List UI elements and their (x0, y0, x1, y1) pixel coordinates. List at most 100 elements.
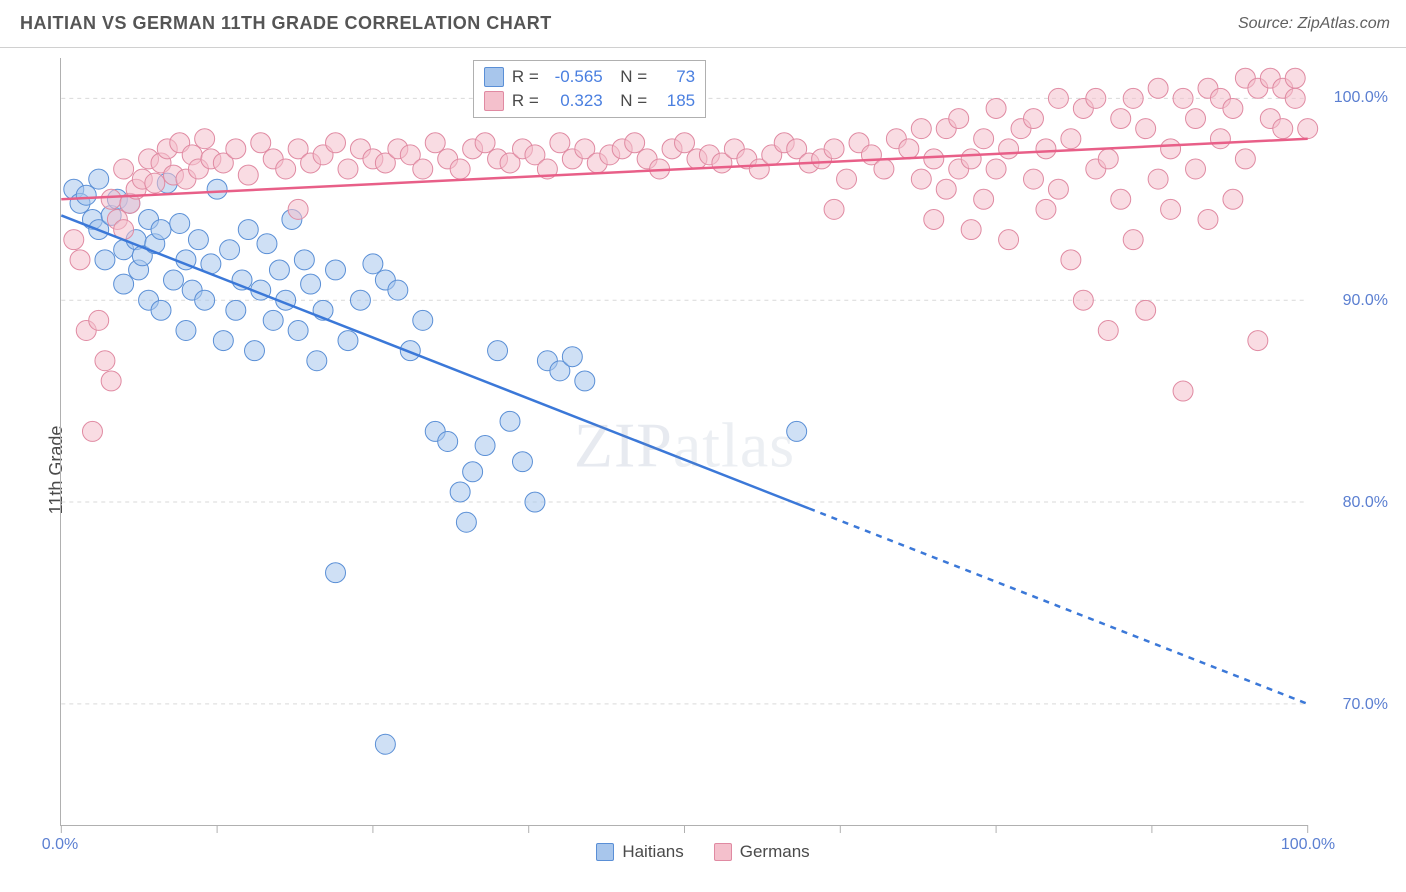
scatter-point (226, 300, 246, 320)
scatter-point (1123, 88, 1143, 108)
scatter-point (70, 250, 90, 270)
scatter-point (911, 119, 931, 139)
scatter-point (999, 139, 1019, 159)
scatter-point (226, 139, 246, 159)
scatter-point (1248, 331, 1268, 351)
scatter-point (101, 371, 121, 391)
scatter-point (238, 165, 258, 185)
scatter-point (1235, 149, 1255, 169)
scatter-point (1036, 139, 1056, 159)
scatter-point (1173, 88, 1193, 108)
scatter-point (1223, 189, 1243, 209)
scatter-point (500, 411, 520, 431)
scatter-point (114, 274, 134, 294)
scatter-point (874, 159, 894, 179)
scatter-point (1285, 88, 1305, 108)
scatter-point (76, 185, 96, 205)
scatter-point (338, 159, 358, 179)
scatter-point (176, 320, 196, 340)
scatter-point (89, 310, 109, 330)
scatter-point (1223, 98, 1243, 118)
plot-wrapper: 11th Grade ZIPatlas R =-0.565 N =73R =0.… (0, 48, 1406, 892)
scatter-point (1136, 119, 1156, 139)
scatter-point (95, 351, 115, 371)
scatter-point (525, 492, 545, 512)
y-tick-label: 90.0% (1343, 292, 1388, 310)
stat-r-label: R = (512, 91, 539, 111)
scatter-point (195, 290, 215, 310)
scatter-point (276, 159, 296, 179)
scatter-point (269, 260, 289, 280)
scatter-point (1061, 250, 1081, 270)
scatter-point (89, 169, 109, 189)
scatter-point (1086, 88, 1106, 108)
scatter-point (301, 274, 321, 294)
scatter-point (350, 290, 370, 310)
scatter-point (1048, 179, 1068, 199)
x-tick-label: 0.0% (42, 836, 78, 854)
scatter-point (413, 159, 433, 179)
chart-source: Source: ZipAtlas.com (1238, 15, 1390, 33)
scatter-point (475, 436, 495, 456)
legend-swatch (596, 843, 614, 861)
scatter-point (1048, 88, 1068, 108)
scatter-point (326, 260, 346, 280)
scatter-point (456, 512, 476, 532)
scatter-point (1186, 159, 1206, 179)
legend-label: Germans (740, 842, 810, 862)
scatter-point (1161, 139, 1181, 159)
scatter-point (1186, 109, 1206, 129)
stat-n-label: N = (611, 67, 647, 87)
scatter-point (1148, 169, 1168, 189)
legend-swatch (714, 843, 732, 861)
scatter-point (625, 133, 645, 153)
scatter-point (1198, 209, 1218, 229)
stat-r-value: -0.565 (547, 67, 603, 87)
scatter-point (512, 452, 532, 472)
legend-label: Haitians (622, 842, 683, 862)
plot-area: ZIPatlas R =-0.565 N =73R =0.323 N =185 (60, 58, 1308, 826)
scatter-point (213, 331, 233, 351)
scatter-point (425, 133, 445, 153)
scatter-point (1098, 320, 1118, 340)
scatter-point (1273, 119, 1293, 139)
scatter-point (961, 149, 981, 169)
scatter-point (787, 421, 807, 441)
scatter-point (1285, 68, 1305, 88)
scatter-point (413, 310, 433, 330)
scatter-point (263, 310, 283, 330)
scatter-point (1111, 189, 1131, 209)
scatter-point (562, 347, 582, 367)
scatter-point (1298, 119, 1318, 139)
scatter-point (961, 220, 981, 240)
scatter-point (1023, 169, 1043, 189)
scatter-point (82, 421, 102, 441)
y-tick-label: 100.0% (1334, 89, 1388, 107)
y-tick-label: 70.0% (1343, 696, 1388, 714)
x-tick-label: 100.0% (1281, 836, 1335, 854)
scatter-point (550, 133, 570, 153)
stat-swatch (484, 91, 504, 111)
scatter-point (257, 234, 277, 254)
scatter-point (1136, 300, 1156, 320)
scatter-point (450, 159, 470, 179)
scatter-point (899, 139, 919, 159)
scatter-point (1148, 78, 1168, 98)
scatter-point (1173, 381, 1193, 401)
scatter-point (837, 169, 857, 189)
scatter-point (1023, 109, 1043, 129)
scatter-point (1111, 109, 1131, 129)
legend-item: Germans (714, 842, 810, 862)
legend-item: Haitians (596, 842, 683, 862)
scatter-point (824, 199, 844, 219)
scatter-point (288, 320, 308, 340)
scatter-point (1210, 129, 1230, 149)
scatter-point (1123, 230, 1143, 250)
scatter-point (163, 270, 183, 290)
scatter-point (151, 220, 171, 240)
scatter-point (326, 563, 346, 583)
scatter-point (326, 133, 346, 153)
scatter-point (170, 214, 190, 234)
scatter-point (195, 129, 215, 149)
stat-n-value: 185 (655, 91, 695, 111)
